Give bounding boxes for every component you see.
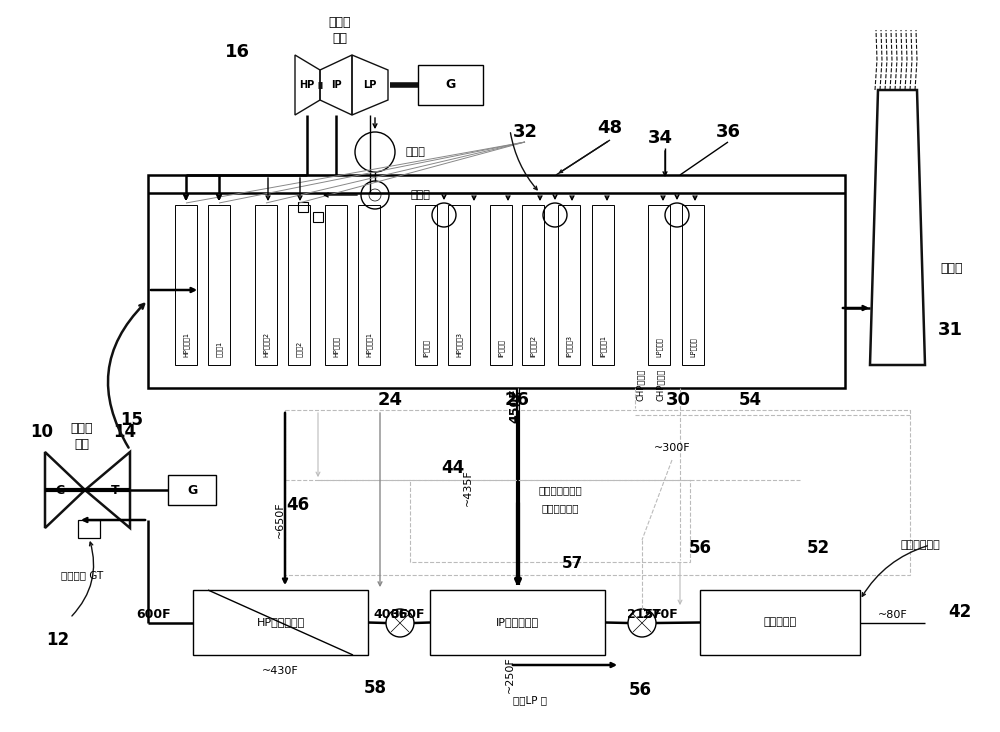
Text: IP过热器: IP过热器 <box>423 339 429 357</box>
Text: 轮机: 轮机 <box>332 31 348 45</box>
Text: 44: 44 <box>441 459 465 477</box>
Text: IP燃料加热器: IP燃料加热器 <box>496 618 539 627</box>
Text: ~430F: ~430F <box>262 666 299 676</box>
Text: HP蜀发器: HP蜀发器 <box>333 336 339 357</box>
Text: 57: 57 <box>561 556 583 570</box>
Text: IP: IP <box>331 80 341 90</box>
Text: 26: 26 <box>505 391 530 409</box>
Text: ~250F: ~250F <box>505 657 515 693</box>
Text: 215F: 215F <box>627 608 662 621</box>
Text: 450F: 450F <box>509 389 522 423</box>
Text: ~80F: ~80F <box>878 610 908 619</box>
Text: 蒸汽涡: 蒸汽涡 <box>329 15 351 29</box>
Text: IP节约刨2: IP节约刨2 <box>530 335 536 357</box>
Text: 轮机: 轮机 <box>74 438 90 450</box>
Text: LP节约器: LP节约器 <box>690 337 696 357</box>
Text: 来自燃料管线: 来自燃料管线 <box>900 540 940 550</box>
Text: 14: 14 <box>113 423 137 441</box>
Text: 400F: 400F <box>373 608 408 621</box>
Text: HP燃料加热器: HP燃料加热器 <box>256 618 305 627</box>
Text: HP节约刨3: HP节约刨3 <box>456 332 462 357</box>
Text: ~300F: ~300F <box>654 443 690 453</box>
Text: 32: 32 <box>512 123 538 141</box>
Text: 16: 16 <box>224 43 250 61</box>
Text: LP蜀发器: LP蜀发器 <box>656 337 662 357</box>
Text: 42: 42 <box>948 603 972 621</box>
Text: 30: 30 <box>666 391 690 409</box>
Text: T: T <box>111 484 119 496</box>
Text: 24: 24 <box>378 391 402 409</box>
Text: 52: 52 <box>806 539 830 557</box>
Text: 燃料去往 GT: 燃料去往 GT <box>61 570 103 580</box>
Text: 12: 12 <box>46 631 70 649</box>
Text: 36: 36 <box>716 123 740 141</box>
Text: 燃料预热器: 燃料预热器 <box>763 618 797 627</box>
Text: C: C <box>55 484 65 496</box>
Text: 15: 15 <box>120 411 144 429</box>
Text: HP: HP <box>299 80 315 90</box>
Text: 燃气涡: 燃气涡 <box>71 422 93 435</box>
Text: IP蜀发器: IP蜀发器 <box>498 339 504 357</box>
Text: 56: 56 <box>629 681 652 699</box>
Text: 燃料预加热和水: 燃料预加热和水 <box>538 485 582 495</box>
Text: 冷凝器: 冷凝器 <box>405 147 425 157</box>
Text: 喷射的可选级: 喷射的可选级 <box>541 503 579 513</box>
Text: LP: LP <box>363 80 377 90</box>
Text: 冷凝泵: 冷凝泵 <box>410 190 430 200</box>
Text: CHP给冷器: CHP给冷器 <box>656 369 664 401</box>
Text: 31: 31 <box>938 321 962 339</box>
Text: 58: 58 <box>364 679 386 697</box>
Text: 48: 48 <box>597 119 623 137</box>
Text: 排气管: 排气管 <box>941 261 963 274</box>
Text: IP节约刨1: IP节约刨1 <box>600 335 606 357</box>
Text: 54: 54 <box>738 391 762 409</box>
Text: 360F: 360F <box>390 608 424 621</box>
Text: 56: 56 <box>688 539 712 557</box>
Text: 10: 10 <box>30 423 54 441</box>
Text: 再热刨2: 再热刨2 <box>296 341 302 357</box>
Text: 34: 34 <box>648 129 672 147</box>
Text: HP节约器2: HP节约器2 <box>263 332 269 357</box>
Text: G: G <box>445 78 455 92</box>
Text: ~435F: ~435F <box>463 470 473 507</box>
Text: G: G <box>187 484 197 496</box>
Text: 去往LP 鼓: 去往LP 鼓 <box>513 695 547 705</box>
Text: ~650F: ~650F <box>275 501 285 538</box>
Text: CHP给冷器: CHP给冷器 <box>636 369 644 401</box>
Text: 46: 46 <box>286 496 310 514</box>
Text: 再热刨1: 再热刨1 <box>216 341 222 357</box>
Text: HP节约刨1: HP节约刨1 <box>366 332 372 357</box>
Text: HP过热刨1: HP过热刨1 <box>183 332 189 357</box>
Text: 270F: 270F <box>643 608 678 621</box>
Text: 600F: 600F <box>136 608 171 621</box>
Text: IP过热刨3: IP过热刨3 <box>566 335 572 357</box>
